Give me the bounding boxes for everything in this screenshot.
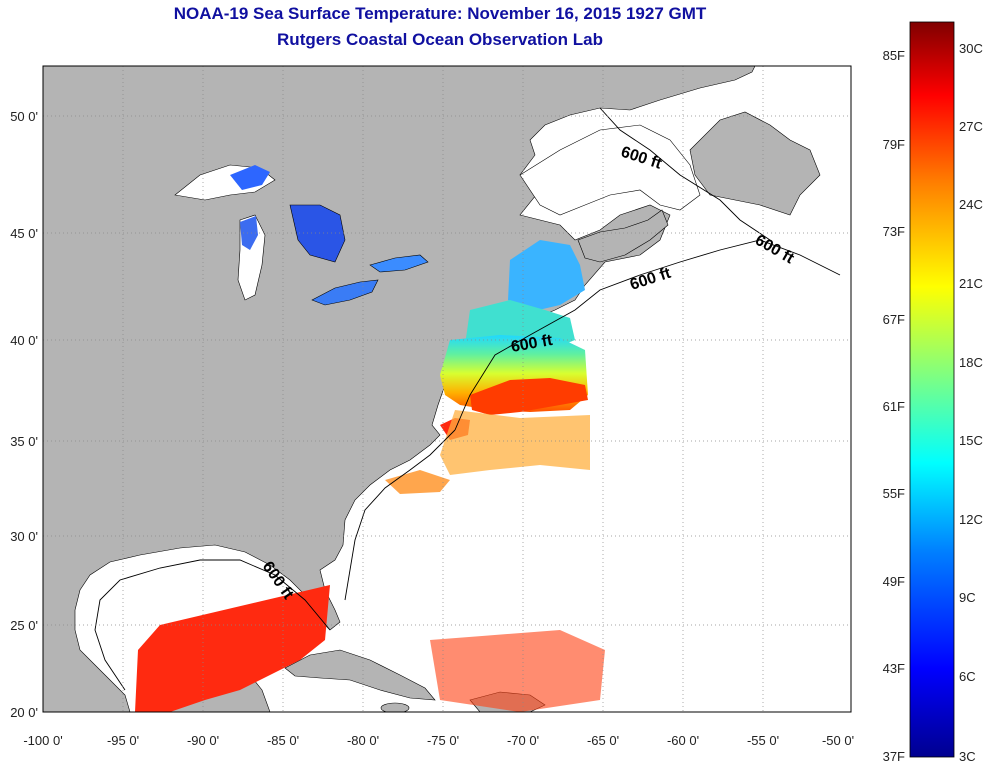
colorbar-c-label: 27C bbox=[959, 119, 983, 134]
land-north-america bbox=[43, 66, 756, 712]
map-subtitle: Rutgers Coastal Ocean Observation Lab bbox=[277, 30, 603, 49]
colorbar-f-label: 73F bbox=[883, 224, 905, 239]
colorbar-f-label: 67F bbox=[883, 312, 905, 327]
lon-tick-label: -100 0' bbox=[23, 733, 62, 748]
colorbar-f-label: 79F bbox=[883, 137, 905, 152]
lon-tick-label: -90 0' bbox=[187, 733, 219, 748]
contour-600ft-southeast bbox=[344, 429, 456, 601]
lon-tick-label: -85 0' bbox=[267, 733, 299, 748]
sst-gulf-stream bbox=[470, 378, 588, 415]
lake-michigan-sst bbox=[240, 216, 258, 250]
lon-tick-label: -70 0' bbox=[507, 733, 539, 748]
sst-offshore-scatter bbox=[440, 410, 590, 475]
lon-tick-label: -55 0' bbox=[747, 733, 779, 748]
colorbar-c-label: 9C bbox=[959, 590, 976, 605]
colorbar-c-label: 6C bbox=[959, 669, 976, 684]
colorbar-c-label: 21C bbox=[959, 276, 983, 291]
lat-tick-label: 50 0' bbox=[10, 109, 38, 124]
colorbar-f-label: 49F bbox=[883, 574, 905, 589]
lake-erie-sst bbox=[311, 279, 379, 306]
lon-tick-label: -60 0' bbox=[667, 733, 699, 748]
lat-tick-label: 20 0' bbox=[10, 705, 38, 720]
colorbar-f-label: 61F bbox=[883, 399, 905, 414]
sst-gulf-of-mexico bbox=[135, 585, 330, 712]
lake-huron-sst bbox=[289, 204, 346, 263]
colorbar-f-label: 85F bbox=[883, 48, 905, 63]
colorbar-fahrenheit-labels: 85F 79F 73F 67F 61F 55F 49F 43F 37F bbox=[883, 48, 905, 764]
map-grid bbox=[43, 66, 851, 712]
lat-tick-label: 35 0' bbox=[10, 434, 38, 449]
lat-tick-label: 30 0' bbox=[10, 529, 38, 544]
contour-600ft-northeast bbox=[454, 239, 841, 431]
latitude-axis: 50 0' 45 0' 40 0' 35 0' 30 0' 25 0' 20 0… bbox=[10, 109, 38, 720]
contour-600ft-grand-banks bbox=[599, 107, 771, 241]
lon-tick-label: -65 0' bbox=[587, 733, 619, 748]
lat-tick-label: 40 0' bbox=[10, 333, 38, 348]
lon-tick-label: -95 0' bbox=[107, 733, 139, 748]
land-jamaica bbox=[380, 702, 410, 712]
colorbar bbox=[909, 21, 955, 758]
contour-600ft-gulf bbox=[94, 559, 331, 691]
lake-superior-sst bbox=[230, 165, 270, 190]
lat-tick-label: 45 0' bbox=[10, 226, 38, 241]
map-frame bbox=[42, 65, 852, 713]
colorbar-celsius-labels: 30C 27C 24C 21C 18C 15C 12C 9C 6C 3C bbox=[959, 41, 983, 764]
lon-tick-label: -75 0' bbox=[427, 733, 459, 748]
colorbar-c-label: 12C bbox=[959, 512, 983, 527]
colorbar-f-label: 55F bbox=[883, 486, 905, 501]
sst-gulf-of-maine bbox=[508, 240, 585, 312]
lon-tick-label: -80 0' bbox=[347, 733, 379, 748]
colorbar-c-label: 15C bbox=[959, 433, 983, 448]
sst-caribbean-scatter bbox=[430, 630, 605, 712]
land-cuba bbox=[284, 649, 436, 701]
lat-tick-label: 25 0' bbox=[10, 618, 38, 633]
colorbar-c-label: 24C bbox=[959, 197, 983, 212]
lon-tick-label: -50 0' bbox=[822, 733, 854, 748]
colorbar-c-label: 3C bbox=[959, 749, 976, 764]
land-nova-scotia bbox=[577, 209, 669, 263]
lake-ontario-sst bbox=[369, 254, 429, 273]
longitude-axis: -100 0' -95 0' -90 0' -85 0' -80 0' -75 … bbox=[23, 733, 854, 748]
colorbar-f-label: 43F bbox=[883, 661, 905, 676]
colorbar-c-label: 18C bbox=[959, 355, 983, 370]
colorbar-c-label: 30C bbox=[959, 41, 983, 56]
map-title: NOAA-19 Sea Surface Temperature: Novembe… bbox=[173, 4, 707, 23]
colorbar-f-label: 37F bbox=[883, 749, 905, 764]
gulf-st-lawrence bbox=[519, 124, 701, 216]
